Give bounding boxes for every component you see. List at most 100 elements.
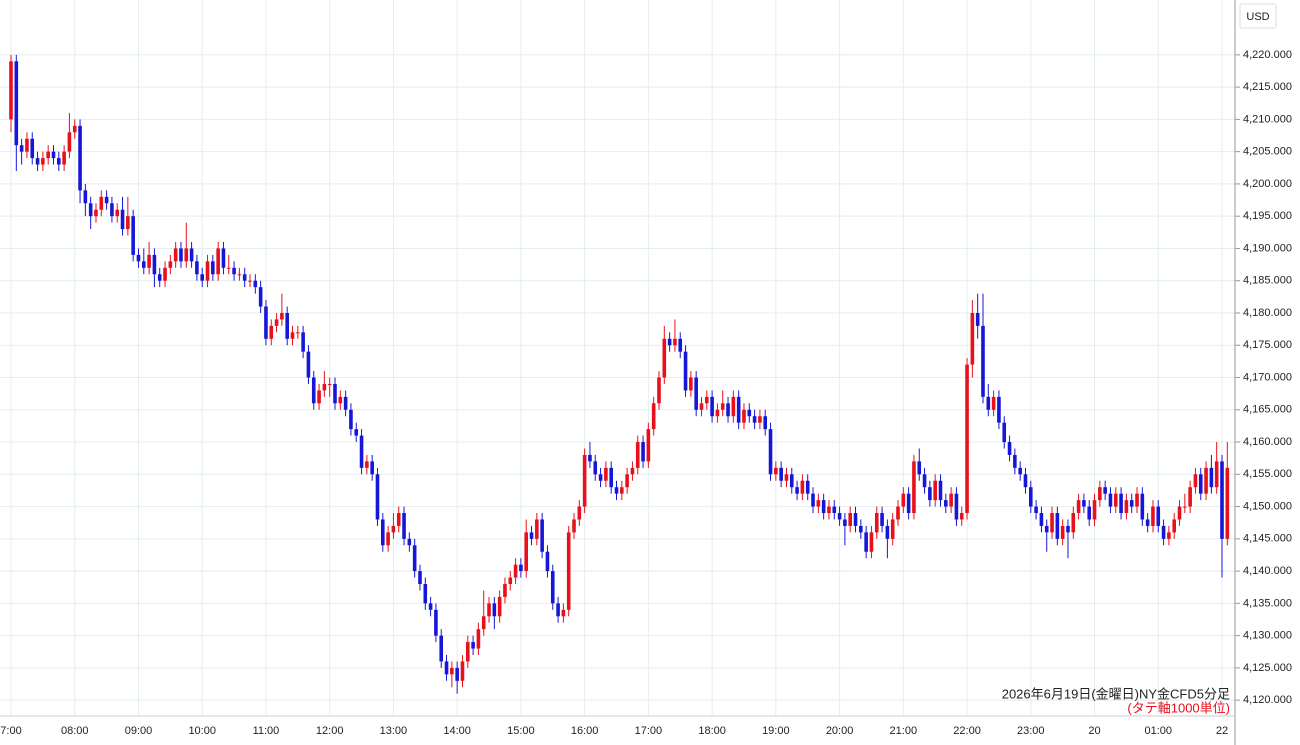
candle-body — [1103, 487, 1107, 494]
candle-body — [1098, 487, 1102, 501]
candle-body — [264, 306, 268, 339]
candle-body — [391, 525, 396, 533]
candle-body — [848, 513, 853, 526]
y-tick-label: 4,155.000 — [1243, 468, 1292, 480]
candle-body — [901, 493, 906, 507]
x-tick-label: 11:00 — [253, 725, 280, 737]
candle-body — [651, 403, 656, 430]
candle-body — [795, 487, 799, 494]
x-tick-label: 7:00 — [0, 725, 21, 737]
candle-body — [365, 461, 369, 468]
candle-body — [1198, 474, 1203, 494]
candle-body — [423, 584, 428, 604]
candle-body — [1145, 519, 1150, 526]
y-tick-label: 4,160.000 — [1243, 436, 1292, 448]
candle-body — [280, 312, 284, 320]
candle-body — [896, 506, 900, 520]
candle-body — [997, 396, 1001, 423]
candle-body — [402, 513, 406, 539]
candles — [9, 54, 1230, 694]
candle-body — [789, 474, 794, 488]
candle-body — [620, 487, 624, 494]
candle-body — [306, 351, 311, 378]
y-tick-label: 4,120.000 — [1243, 694, 1292, 706]
candle-body — [428, 603, 433, 610]
candle-body — [370, 461, 374, 475]
candle-body — [72, 125, 77, 133]
candle-body — [1050, 513, 1054, 533]
candle-body — [503, 584, 507, 597]
candle-body — [1028, 487, 1033, 507]
candle-body — [492, 603, 497, 617]
candle-body — [609, 467, 613, 488]
x-tick-label: 21:00 — [890, 725, 918, 737]
candle-body — [99, 196, 104, 210]
y-tick-label: 4,145.000 — [1243, 533, 1292, 545]
candle-body — [258, 287, 263, 307]
candle-body — [1124, 500, 1129, 514]
candle-body — [269, 325, 274, 339]
candle-body — [582, 454, 587, 507]
candle-body — [1172, 519, 1176, 533]
candle-body — [577, 506, 582, 520]
candle-body — [460, 661, 465, 681]
annotation-unit: (タテ軸1000単位) — [1127, 700, 1230, 715]
candle-body — [200, 274, 205, 281]
candle-body — [736, 396, 741, 423]
candle-body — [832, 506, 837, 514]
candle-body — [1071, 513, 1076, 533]
candle-body — [752, 416, 757, 423]
candle-body — [41, 158, 45, 165]
y-tick-label: 4,210.000 — [1243, 113, 1292, 125]
candle-body — [630, 467, 635, 475]
y-tick-label: 4,215.000 — [1243, 81, 1292, 93]
candle-body — [1082, 500, 1086, 507]
candle-body — [843, 519, 847, 526]
candle-body — [556, 603, 560, 617]
candle-body — [311, 377, 316, 404]
x-tick-label: 18:00 — [698, 725, 726, 737]
x-tick-label: 16:00 — [571, 725, 599, 737]
candle-body — [290, 332, 295, 339]
candle-body — [152, 254, 157, 275]
candle-body — [1013, 454, 1017, 468]
candle-body — [1076, 500, 1081, 514]
y-tick-label: 4,175.000 — [1243, 339, 1292, 351]
candle-body — [641, 442, 645, 462]
candle-body — [396, 513, 401, 526]
candle-body — [226, 267, 231, 269]
candle-body — [163, 267, 167, 281]
candle-body — [678, 338, 683, 352]
candle-body — [327, 383, 332, 385]
candle-body — [1193, 474, 1198, 488]
candle-body — [588, 454, 592, 462]
candle-body — [890, 519, 895, 539]
grid — [0, 0, 1235, 716]
candle-body — [179, 248, 183, 262]
candle-body — [1225, 467, 1230, 539]
y-tick-label: 4,150.000 — [1243, 500, 1292, 512]
labels: 4,120.000 4,125.000 4,130.000 4,135.000 4,14… — [0, 49, 1292, 737]
candle-body — [380, 519, 385, 546]
candle-body — [970, 312, 975, 365]
candle-body — [944, 500, 948, 507]
x-tick-label: 19:00 — [762, 725, 790, 737]
candle-body — [444, 661, 449, 675]
candle-body — [912, 461, 916, 514]
candle-body — [407, 538, 412, 546]
candle-body — [338, 396, 343, 404]
candle-body — [811, 493, 815, 507]
candle-body — [550, 571, 555, 604]
candle-body — [104, 196, 109, 204]
candle-body — [747, 409, 752, 417]
candle-body — [593, 461, 598, 475]
candle-body — [928, 487, 932, 501]
candle-body — [1119, 493, 1123, 514]
candle-body — [237, 274, 242, 276]
candle-body — [991, 396, 996, 410]
candle-body — [805, 480, 810, 494]
candle-body — [614, 487, 619, 494]
candle-body — [386, 532, 390, 546]
candle-body — [986, 396, 991, 410]
candle-body — [1044, 525, 1049, 533]
